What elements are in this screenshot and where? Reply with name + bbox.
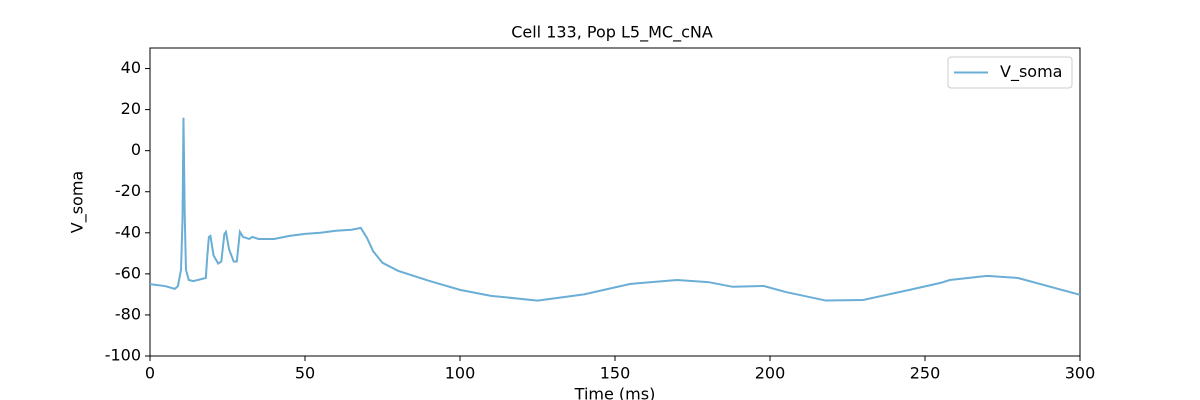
- y-tick-label: -80: [115, 304, 141, 323]
- y-tick-label: 20: [121, 99, 141, 118]
- chart-title: Cell 133, Pop L5_MC_cNA: [511, 23, 713, 43]
- legend-label: V_soma: [1000, 62, 1062, 82]
- y-axis-label: V_soma: [68, 171, 88, 233]
- x-tick-label: 100: [445, 364, 476, 383]
- y-tick-label: -60: [115, 263, 141, 282]
- legend-box: [947, 56, 1073, 89]
- x-tick-label: 200: [755, 364, 786, 383]
- y-tick-label: 0: [131, 140, 141, 159]
- x-tick-label: 0: [145, 364, 155, 383]
- y-tick-label: -40: [115, 222, 141, 241]
- y-tick-label: 40: [121, 58, 141, 77]
- x-tick-label: 300: [1065, 364, 1096, 383]
- plot-frame: [149, 47, 1081, 357]
- x-tick-label: 150: [600, 364, 631, 383]
- y-tick-label: -20: [115, 181, 141, 200]
- x-tick-label: 50: [295, 364, 315, 383]
- x-axis-label: Time (ms): [574, 385, 656, 400]
- y-tick-label: -100: [105, 346, 141, 365]
- data-line: [149, 117, 1081, 302]
- x-tick-label: 250: [910, 364, 941, 383]
